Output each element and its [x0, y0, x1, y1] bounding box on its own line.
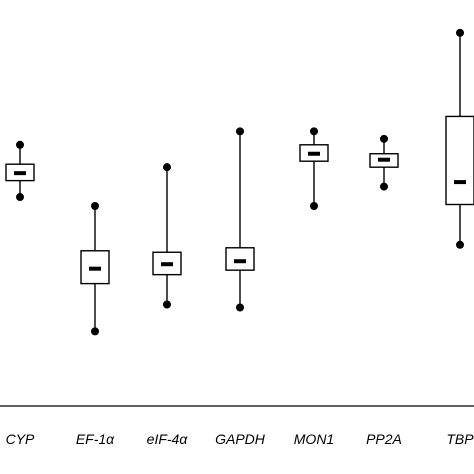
x-tick-label-mon1: MON1: [294, 431, 334, 447]
x-tick-label-gapdh: GAPDH: [215, 431, 266, 447]
max-point-tbp: [456, 28, 464, 37]
max-point-pp2a: [380, 134, 388, 143]
median-marker-eif-4-: [161, 262, 173, 267]
max-point-gapdh: [236, 127, 244, 136]
x-tick-label-ef-1-: EF-1α: [76, 431, 115, 447]
min-point-tbp: [456, 240, 464, 249]
iqr-box-tbp: [445, 115, 474, 206]
min-point-pp2a: [380, 182, 388, 191]
median-marker-tbp: [454, 180, 466, 185]
min-point-ef-1-: [91, 327, 99, 336]
box-ef-1-: [80, 201, 110, 336]
max-point-eif-4-: [163, 163, 171, 172]
box-tbp: [445, 28, 474, 249]
min-point-gapdh: [236, 303, 244, 312]
min-point-eif-4-: [163, 300, 171, 309]
iqr-box-gapdh: [225, 247, 255, 271]
x-tick-label-cyp: CYP: [6, 431, 35, 447]
median-marker-cyp: [14, 171, 26, 176]
max-point-mon1: [310, 127, 318, 136]
max-point-ef-1-: [91, 201, 99, 210]
median-marker-gapdh: [234, 259, 246, 264]
box-eif-4-: [152, 163, 182, 309]
box-cyp: [5, 140, 35, 202]
x-tick-labels: CYP EF-1α eIF-4α GAPDH MON1 PP2A TBP: [6, 431, 474, 447]
min-point-cyp: [16, 193, 24, 202]
min-point-mon1: [310, 201, 318, 210]
median-marker-ef-1-: [89, 266, 101, 271]
max-point-cyp: [16, 140, 24, 149]
box-pp2a: [369, 134, 399, 191]
plot-area: [0, 28, 474, 407]
median-marker-pp2a: [378, 157, 390, 162]
box-gapdh: [225, 127, 255, 312]
x-tick-label-tbp: TBP: [446, 431, 474, 447]
median-marker-mon1: [308, 151, 320, 156]
x-tick-label-eif-4-: eIF-4α: [147, 431, 189, 447]
x-tick-label-pp2a: PP2A: [366, 431, 402, 447]
box-mon1: [299, 127, 329, 210]
